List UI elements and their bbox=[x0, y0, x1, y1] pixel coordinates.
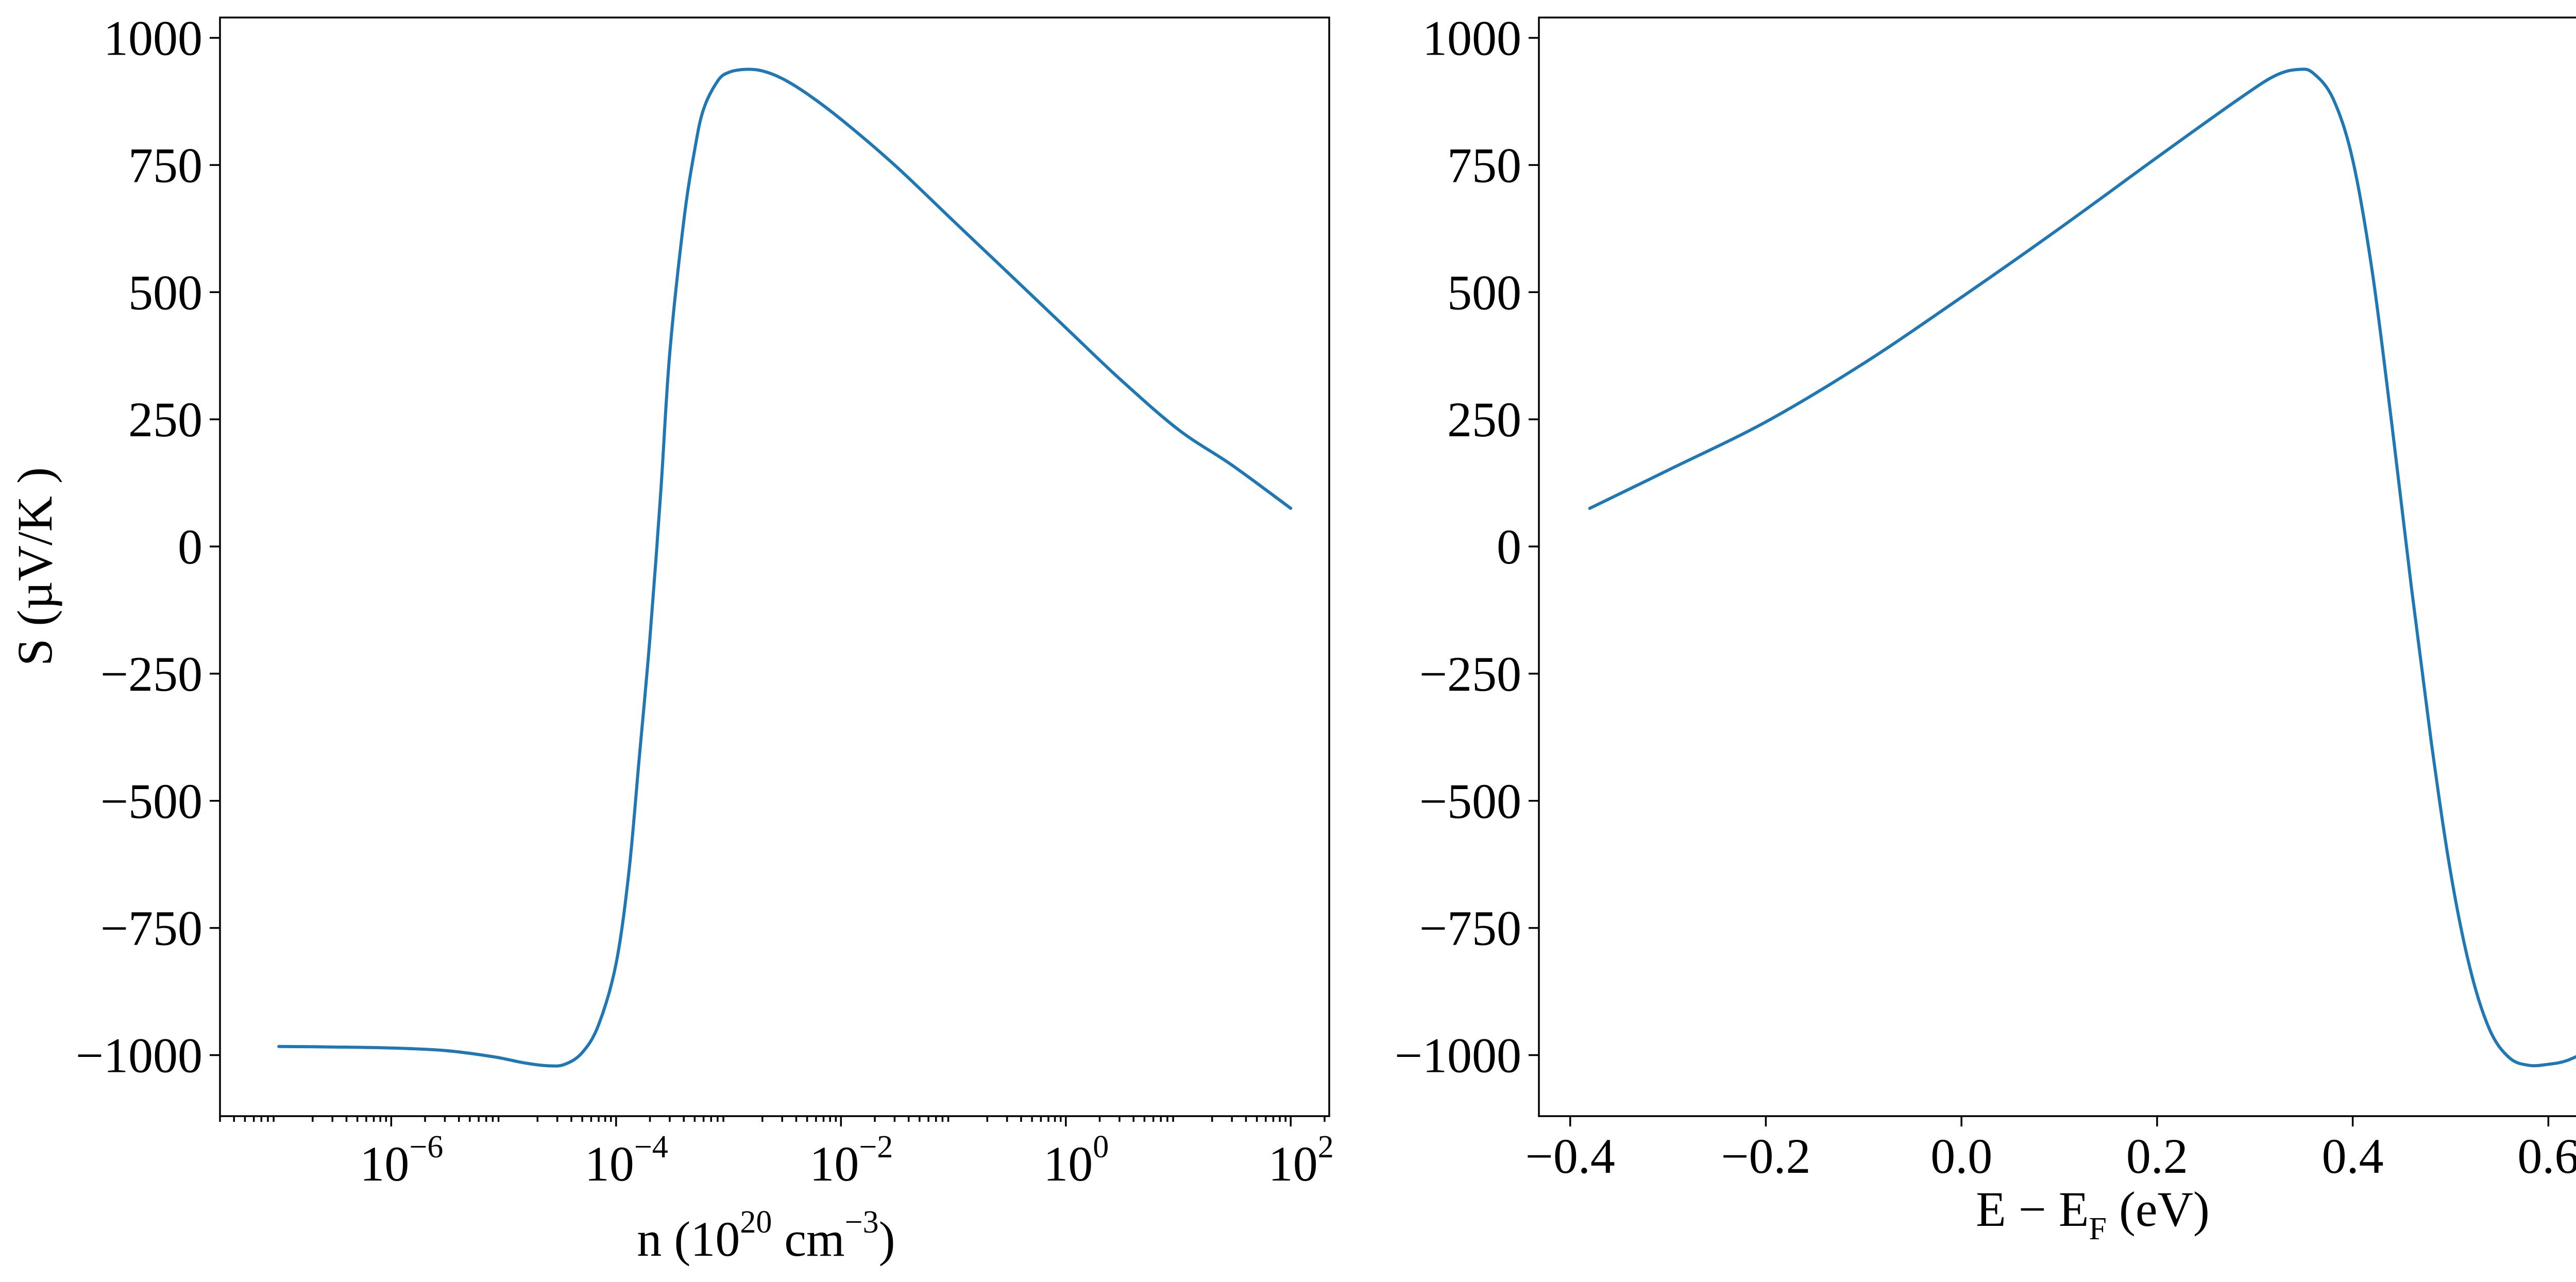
right-x-tick-label-5: 0.6 bbox=[2517, 1129, 2576, 1184]
left-x-tick-label-3: 100 bbox=[1043, 1130, 1109, 1191]
right-x-tick-label-3: 0.2 bbox=[2126, 1129, 2188, 1184]
right-y-tick-label-2: 500 bbox=[1447, 265, 1521, 320]
left-x-tick-label-0: 10−6 bbox=[360, 1130, 443, 1191]
left-y-tick-label-3: 250 bbox=[128, 392, 202, 447]
right-series-line-0 bbox=[1588, 67, 2576, 1068]
right-x-tick-label-2: 0.0 bbox=[1930, 1129, 1992, 1184]
right-y-tick-label-4: 0 bbox=[1497, 519, 1521, 574]
left-y-tick-label-1: 750 bbox=[128, 138, 202, 193]
left-y-axis-title: S (µV/K ) bbox=[7, 467, 62, 666]
left-y-tick-label-6: −500 bbox=[100, 774, 202, 829]
right-x-ticks: −0.4 −0.2 0.0 0.2 0.4 0.6 bbox=[1526, 1116, 2576, 1184]
left-chart-panel: 1000 750 500 250 0 −250 −500 −750 −1000 10−6 10−4… bbox=[7, 11, 1334, 1267]
right-x-axis-title: E − EF (eV) bbox=[1976, 1182, 2210, 1246]
left-y-tick-label-7: −750 bbox=[100, 901, 202, 956]
left-y-tick-label-8: −1000 bbox=[76, 1028, 202, 1083]
left-x-tick-label-1: 10−4 bbox=[585, 1130, 668, 1191]
right-y-tick-label-7: −750 bbox=[1419, 901, 1521, 956]
left-y-tick-label-2: 500 bbox=[128, 265, 202, 320]
right-x-tick-label-4: 0.4 bbox=[2322, 1129, 2384, 1184]
left-y-tick-label-4: 0 bbox=[178, 519, 202, 574]
left-x-ticks: 10−6 10−4 10−2 100 102 bbox=[219, 1116, 1334, 1191]
right-y-tick-label-5: −250 bbox=[1419, 646, 1521, 702]
left-series-group bbox=[277, 67, 1293, 1068]
left-y-tick-label-0: 1000 bbox=[104, 11, 202, 66]
right-plot-frame bbox=[1538, 16, 2576, 1117]
right-y-tick-label-1: 750 bbox=[1447, 138, 1521, 193]
right-chart-panel: 1000 750 500 250 0 −250 −500 −750 −1000 −0.4 −0.2… bbox=[1395, 11, 2576, 1246]
left-x-tick-label-4: 102 bbox=[1268, 1130, 1334, 1191]
right-x-tick-label-0: −0.4 bbox=[1526, 1129, 1615, 1184]
right-y-tick-label-0: 1000 bbox=[1422, 11, 1521, 66]
right-y-tick-label-6: −500 bbox=[1419, 774, 1521, 829]
right-y-ticks: 1000 750 500 250 0 −250 −500 −750 −1000 bbox=[1395, 11, 1539, 1083]
left-x-axis-title: n (1020 cm−3) bbox=[637, 1205, 895, 1267]
left-x-tick-label-2: 10−2 bbox=[809, 1130, 893, 1191]
left-plot-frame bbox=[219, 16, 1330, 1117]
left-y-ticks: 1000 750 500 250 0 −250 −500 −750 −1000 bbox=[76, 11, 220, 1083]
right-y-tick-label-8: −1000 bbox=[1395, 1028, 1521, 1083]
right-y-tick-label-3: 250 bbox=[1447, 392, 1521, 447]
left-y-tick-label-5: −250 bbox=[100, 646, 202, 702]
left-series-line-0 bbox=[277, 67, 1293, 1068]
right-series-group bbox=[1588, 67, 2576, 1068]
right-x-tick-label-1: −0.2 bbox=[1721, 1129, 1810, 1184]
